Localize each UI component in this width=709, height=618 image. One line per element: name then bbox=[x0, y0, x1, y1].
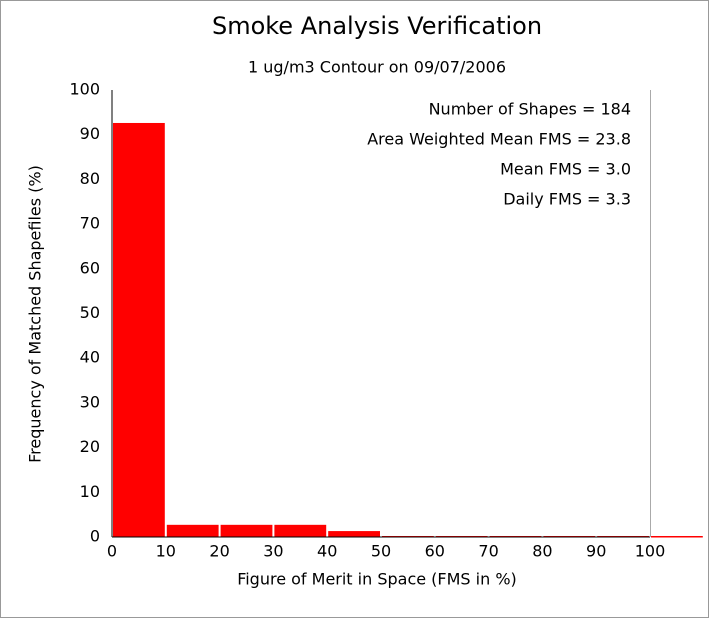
chart-subtitle: 1 ug/m3 Contour on 09/07/2006 bbox=[248, 58, 506, 77]
y-tick-label: 80 bbox=[80, 169, 100, 188]
chart-title: Smoke Analysis Verification bbox=[212, 12, 542, 40]
y-tick-label: 60 bbox=[80, 258, 100, 277]
x-tick-label: 10 bbox=[156, 542, 176, 561]
x-tick-label: 80 bbox=[532, 542, 552, 561]
x-tick-label: 30 bbox=[263, 542, 283, 561]
bar bbox=[651, 536, 703, 538]
x-axis-label: Figure of Merit in Space (FMS in %) bbox=[237, 570, 517, 589]
bar bbox=[166, 524, 219, 538]
x-tick-label: 60 bbox=[425, 542, 445, 561]
x-tick-label: 20 bbox=[209, 542, 229, 561]
y-tick-label: 0 bbox=[90, 527, 100, 546]
annotation: Mean FMS = 3.0 bbox=[500, 160, 631, 179]
y-tick-label: 30 bbox=[80, 392, 100, 411]
x-tick-label: 100 bbox=[635, 542, 666, 561]
bar bbox=[274, 524, 327, 538]
y-tick-label: 10 bbox=[80, 482, 100, 501]
y-tick-label: 90 bbox=[80, 124, 100, 143]
x-tick-label: 70 bbox=[478, 542, 498, 561]
x-tick-label: 50 bbox=[371, 542, 391, 561]
bar bbox=[113, 122, 165, 538]
x-tick-label: 40 bbox=[317, 542, 337, 561]
bar bbox=[328, 531, 381, 538]
y-tick-label: 100 bbox=[69, 80, 100, 99]
y-tick-label: 20 bbox=[80, 437, 100, 456]
bar bbox=[220, 524, 273, 538]
x-tick-label: 0 bbox=[107, 542, 117, 561]
y-axis-label: Frequency of Matched Shapefiles (%) bbox=[26, 165, 45, 463]
annotation: Number of Shapes = 184 bbox=[429, 100, 631, 119]
y-tick-label: 40 bbox=[80, 348, 100, 367]
annotation: Area Weighted Mean FMS = 23.8 bbox=[367, 130, 631, 149]
annotation: Daily FMS = 3.3 bbox=[503, 190, 631, 209]
y-tick-label: 50 bbox=[80, 303, 100, 322]
x-tick-label: 90 bbox=[586, 542, 606, 561]
y-tick-label: 70 bbox=[80, 214, 100, 233]
